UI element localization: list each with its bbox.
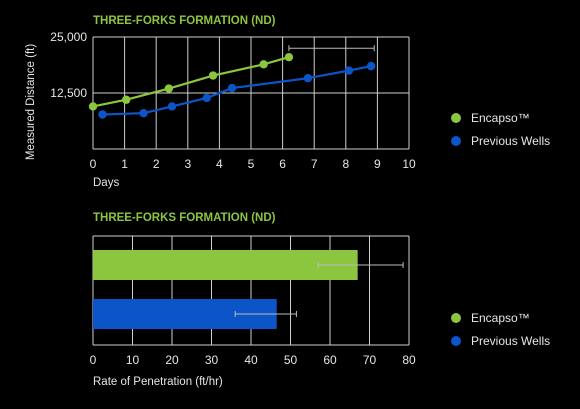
bar-chart-x-axis-label: Rate of Penetration (ft/hr) (93, 376, 223, 388)
x-tick-label: 2 (153, 157, 160, 171)
data-point-previous-wells (366, 61, 376, 71)
line-chart-points (88, 52, 376, 119)
x-tick-label: 20 (165, 353, 179, 367)
x-tick-label: 6 (279, 157, 286, 171)
x-tick-label: 3 (184, 157, 191, 171)
line-chart-y-axis-label: Measured Distance (ft) (25, 44, 37, 160)
x-tick-label: 0 (90, 157, 97, 171)
y-tick-label: 12,500 (50, 86, 87, 100)
x-tick-label: 70 (363, 353, 377, 367)
bar-encapso (93, 250, 358, 280)
data-point-previous-wells (167, 102, 177, 111)
x-tick-label: 10 (402, 157, 416, 171)
legend-previous-marker (451, 136, 461, 146)
line-chart-x-ticks: 0 1 2 3 4 5 6 7 8 9 10 (90, 157, 416, 171)
x-tick-label: 10 (126, 353, 140, 367)
data-point-previous-wells (303, 74, 313, 83)
bar-chart-legend: Encapso™ Previous Wells (451, 311, 550, 348)
line-chart-title: THREE-FORKS FORMATION (ND) (93, 15, 276, 27)
data-point-encapso (208, 71, 218, 80)
line-chart-legend: Encapso™ Previous Wells (451, 111, 550, 148)
line-chart-x-axis-label: Days (93, 177, 119, 189)
line-chart-y-ticks: 12,500 25,000 (50, 30, 87, 100)
x-tick-label: 1 (121, 157, 128, 171)
legend-previous-label: Previous Wells (471, 334, 550, 348)
data-point-encapso (164, 84, 174, 93)
x-tick-label: 5 (248, 157, 255, 171)
series-line-previous-wells (102, 65, 372, 116)
x-tick-label: 8 (342, 157, 349, 171)
bar-chart-title: THREE-FORKS FORMATION (ND) (93, 212, 276, 224)
data-point-previous-wells (139, 108, 148, 118)
x-tick-label: 80 (402, 353, 416, 367)
data-point-previous-wells (344, 66, 354, 75)
line-chart-grid (92, 36, 410, 150)
legend-encapso-marker (451, 113, 461, 123)
x-tick-label: 60 (323, 353, 337, 367)
data-point-previous-wells (202, 93, 211, 103)
bar-chart: THREE-FORKS FORMATION (ND) 0 10 20 30 40 50 60… (90, 212, 550, 388)
line-chart: THREE-FORKS FORMATION (ND) 0 1 2 3 4 5 6 7 8 9 10 … (25, 15, 550, 189)
data-point-encapso (284, 52, 294, 62)
x-tick-label: 30 (205, 353, 219, 367)
data-point-previous-wells (98, 110, 107, 119)
line-chart-lines (92, 56, 372, 116)
x-tick-label: 0 (90, 353, 97, 367)
legend-encapso-marker (451, 313, 461, 323)
x-tick-label: 4 (216, 157, 223, 171)
x-tick-label: 40 (244, 353, 258, 367)
data-point-encapso (121, 95, 131, 104)
data-point-encapso (259, 60, 268, 69)
x-tick-label: 9 (374, 157, 381, 171)
series-line-encapso (92, 56, 290, 108)
bar-chart-bars (93, 250, 358, 329)
legend-previous-marker (451, 336, 461, 346)
bar-chart-error-bars (234, 262, 404, 317)
data-point-previous-wells (227, 83, 237, 93)
x-tick-label: 50 (284, 353, 298, 367)
bar-chart-x-ticks: 0 10 20 30 40 50 60 70 80 (90, 353, 416, 367)
line-chart-error-bars (288, 45, 375, 52)
y-tick-label: 25,000 (50, 30, 87, 44)
legend-previous-label: Previous Wells (471, 134, 550, 148)
data-point-encapso (88, 102, 98, 111)
legend-encapso-label: Encapso™ (471, 311, 530, 325)
legend-encapso-label: Encapso™ (471, 111, 530, 125)
x-tick-label: 7 (311, 157, 318, 171)
